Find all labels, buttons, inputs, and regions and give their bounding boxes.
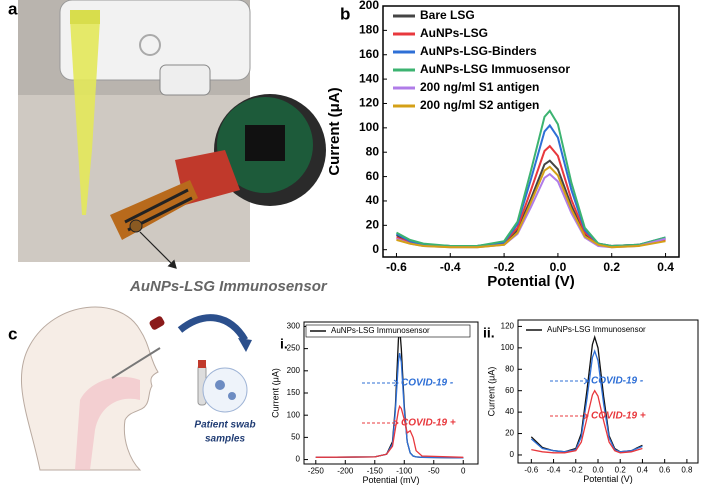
- x-tick-label: 0.0: [550, 260, 567, 274]
- y-tick-label: 40: [505, 407, 514, 416]
- swab-illustration: [20, 306, 252, 471]
- x-tick-label: 0.6: [659, 465, 671, 474]
- legend-label: AuNPs-LSG: [420, 26, 488, 40]
- panel-label: ii.: [483, 325, 495, 341]
- x-tick-label: 0.8: [681, 465, 693, 474]
- x-tick-label: -0.2: [569, 465, 583, 474]
- plot-frame: [303, 321, 479, 465]
- x-tick-label: -0.6: [386, 260, 407, 274]
- series-line: [396, 172, 666, 249]
- series-line: [396, 109, 666, 248]
- y-tick-label: 120: [501, 322, 515, 331]
- swab-caption: Patient swab: [194, 420, 255, 431]
- x-tick-label: 0.2: [603, 260, 620, 274]
- y-tick-label: 250: [287, 344, 301, 353]
- swab-caption: samples: [205, 434, 245, 445]
- x-tick-label: 0.2: [615, 465, 627, 474]
- panel-label: i.: [280, 336, 288, 352]
- annotation-arrowhead: [393, 379, 399, 387]
- y-tick-label: 150: [287, 388, 301, 397]
- annotation-arrowhead: [393, 419, 399, 427]
- legend-box: [305, 324, 471, 338]
- annotation: COVID-19 +: [591, 411, 646, 422]
- panel-label: c: [8, 324, 17, 343]
- legend-label: Bare LSG: [420, 8, 475, 22]
- y-tick-label: 20: [505, 429, 514, 438]
- x-tick-label: -0.6: [524, 465, 538, 474]
- annotation-arrowhead: [583, 412, 589, 420]
- y-tick-label: 140: [359, 71, 379, 85]
- panel-label: a: [8, 0, 18, 18]
- series-line: [315, 352, 464, 459]
- x-axis-label: Potential (V): [487, 273, 575, 290]
- y-tick-label: 100: [359, 120, 379, 134]
- x-axis-label: Potential (mV): [362, 475, 419, 485]
- y-tick-label: 0: [372, 242, 379, 256]
- x-tick-label: -0.4: [547, 465, 561, 474]
- legend-label: AuNPs-LSG Immuosensor: [420, 62, 570, 76]
- y-tick-label: 180: [359, 23, 379, 37]
- x-tick-label: 0.4: [657, 260, 674, 274]
- annotation-arrowhead: [583, 377, 589, 385]
- series-line: [531, 389, 643, 454]
- y-tick-label: 40: [366, 193, 380, 207]
- legend-label: AuNPs-LSG Immunosensor: [547, 325, 646, 334]
- y-tick-label: 0: [510, 450, 515, 459]
- y-tick-label: 120: [359, 96, 379, 110]
- x-tick-label: -50: [428, 466, 440, 475]
- y-tick-label: 100: [501, 343, 515, 352]
- x-axis-label: Potential (V): [583, 474, 633, 484]
- x-tick-label: -250: [308, 466, 325, 475]
- series-line: [530, 334, 643, 453]
- legend-label: 200 ng/ml S1 antigen: [420, 80, 539, 94]
- y-tick-label: 160: [359, 47, 379, 61]
- annotation: COVID-19 -: [401, 378, 454, 389]
- legend-label: AuNPs-LSG-Binders: [420, 44, 537, 58]
- plot-frame: [382, 5, 680, 258]
- legend-label: 200 ng/ml S2 antigen: [420, 98, 539, 112]
- y-tick-label: 100: [287, 410, 301, 419]
- y-tick-label: 200: [287, 366, 301, 375]
- x-tick-label: 0.0: [592, 465, 604, 474]
- y-tick-label: 300: [287, 322, 301, 331]
- y-axis-label: Current (μA): [486, 367, 496, 417]
- series-line: [315, 404, 464, 458]
- x-tick-label: -150: [367, 466, 384, 475]
- y-tick-label: 80: [366, 144, 380, 158]
- y-axis-label: Current (μA): [326, 87, 343, 175]
- series-line: [396, 165, 666, 249]
- series-line: [530, 349, 643, 453]
- x-tick-label: 0: [461, 466, 466, 475]
- y-axis-label: Current (μA): [270, 368, 280, 418]
- annotation: COVID-19 -: [591, 376, 644, 387]
- x-tick-label: -0.4: [440, 260, 461, 274]
- y-tick-label: 60: [366, 169, 380, 183]
- plot-frame: [517, 319, 699, 464]
- x-tick-label: -100: [396, 466, 413, 475]
- x-tick-label: 0.4: [637, 465, 649, 474]
- y-tick-label: 60: [505, 386, 514, 395]
- y-tick-label: 0: [296, 455, 301, 464]
- x-tick-label: -0.2: [494, 260, 515, 274]
- photo-caption: AuNPs-LSG Immunosensor: [129, 278, 328, 295]
- legend-label: AuNPs-LSG Immunosensor: [331, 326, 430, 335]
- series-line: [315, 326, 464, 459]
- x-tick-label: -200: [337, 466, 354, 475]
- series-line: [396, 123, 666, 248]
- annotation: COVID-19 +: [401, 418, 456, 429]
- device-photo: [18, 0, 326, 269]
- y-tick-label: 20: [366, 217, 380, 231]
- panel-label: b: [340, 4, 350, 23]
- y-tick-label: 200: [359, 0, 379, 12]
- y-tick-label: 80: [505, 364, 514, 373]
- y-tick-label: 50: [291, 432, 300, 441]
